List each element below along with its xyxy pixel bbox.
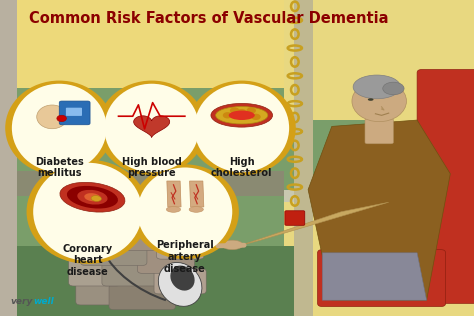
Polygon shape	[284, 190, 389, 202]
FancyBboxPatch shape	[318, 250, 446, 307]
Circle shape	[237, 109, 246, 115]
FancyBboxPatch shape	[156, 234, 204, 259]
Ellipse shape	[91, 196, 101, 201]
Text: Coronary
heart
disease: Coronary heart disease	[63, 244, 113, 277]
Ellipse shape	[216, 106, 268, 124]
Ellipse shape	[5, 81, 113, 175]
Ellipse shape	[221, 240, 243, 250]
Polygon shape	[0, 88, 313, 269]
Polygon shape	[284, 0, 474, 316]
FancyBboxPatch shape	[69, 258, 121, 286]
Ellipse shape	[176, 241, 203, 258]
Polygon shape	[182, 232, 190, 242]
Ellipse shape	[60, 182, 125, 212]
Text: Peripheral
artery
disease: Peripheral artery disease	[156, 240, 214, 274]
Ellipse shape	[383, 82, 404, 95]
Ellipse shape	[211, 103, 273, 127]
Circle shape	[57, 115, 66, 122]
Polygon shape	[167, 181, 181, 207]
Polygon shape	[0, 246, 313, 316]
Polygon shape	[0, 0, 313, 88]
Ellipse shape	[67, 186, 118, 209]
Polygon shape	[190, 181, 204, 207]
Ellipse shape	[137, 167, 232, 256]
Ellipse shape	[12, 84, 107, 172]
FancyBboxPatch shape	[102, 258, 164, 286]
Ellipse shape	[158, 263, 202, 306]
Text: Diabetes
mellitus: Diabetes mellitus	[35, 157, 83, 178]
Text: well: well	[33, 297, 54, 306]
Ellipse shape	[170, 265, 195, 291]
Polygon shape	[284, 120, 370, 196]
Polygon shape	[294, 0, 313, 316]
Ellipse shape	[77, 190, 108, 204]
FancyBboxPatch shape	[66, 108, 82, 116]
Ellipse shape	[104, 84, 199, 172]
Text: High
cholesterol: High cholesterol	[211, 157, 273, 178]
Text: High blood
pressure: High blood pressure	[122, 157, 182, 178]
FancyBboxPatch shape	[81, 240, 147, 265]
Ellipse shape	[84, 193, 100, 201]
Ellipse shape	[131, 164, 239, 259]
FancyBboxPatch shape	[417, 70, 474, 303]
FancyBboxPatch shape	[116, 224, 178, 250]
Ellipse shape	[166, 207, 181, 212]
Polygon shape	[237, 202, 389, 246]
Circle shape	[223, 112, 232, 118]
Polygon shape	[322, 253, 427, 300]
Ellipse shape	[33, 163, 142, 261]
Ellipse shape	[353, 75, 401, 99]
Ellipse shape	[368, 98, 374, 101]
Ellipse shape	[188, 81, 296, 175]
Ellipse shape	[228, 111, 255, 120]
Polygon shape	[0, 171, 313, 196]
Ellipse shape	[98, 81, 206, 175]
Text: Common Risk Factors of Vascular Dementia: Common Risk Factors of Vascular Dementia	[29, 11, 388, 26]
Polygon shape	[192, 233, 199, 242]
FancyBboxPatch shape	[59, 101, 90, 125]
FancyBboxPatch shape	[137, 245, 194, 273]
Polygon shape	[134, 116, 170, 137]
FancyBboxPatch shape	[285, 211, 305, 225]
Ellipse shape	[36, 105, 67, 129]
Polygon shape	[0, 0, 17, 316]
FancyBboxPatch shape	[76, 221, 133, 246]
Text: very: very	[10, 297, 33, 306]
Ellipse shape	[194, 84, 289, 172]
FancyBboxPatch shape	[154, 269, 206, 294]
Polygon shape	[308, 120, 450, 300]
Ellipse shape	[352, 81, 407, 122]
FancyBboxPatch shape	[168, 219, 220, 243]
FancyBboxPatch shape	[76, 276, 133, 305]
Ellipse shape	[192, 248, 201, 252]
Circle shape	[246, 107, 256, 114]
FancyBboxPatch shape	[109, 284, 175, 310]
Ellipse shape	[27, 160, 149, 264]
Ellipse shape	[189, 207, 203, 212]
Circle shape	[230, 107, 239, 114]
FancyBboxPatch shape	[365, 118, 393, 144]
Circle shape	[251, 114, 261, 120]
